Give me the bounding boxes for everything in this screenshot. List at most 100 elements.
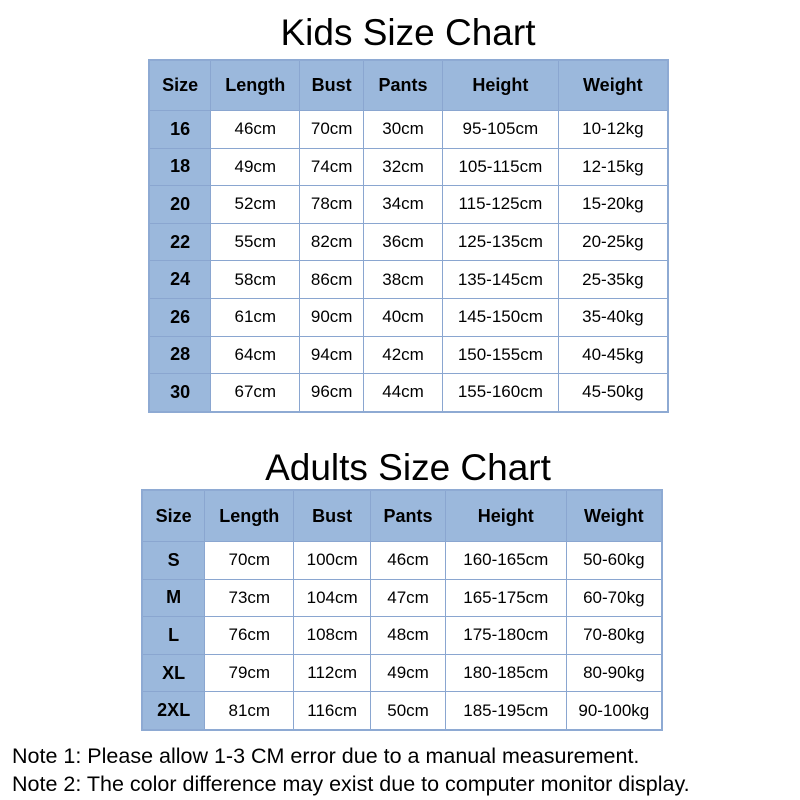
size-cell: XL — [141, 653, 206, 693]
table-cell: 80-90kg — [565, 653, 663, 693]
column-header: Height — [444, 489, 567, 542]
table-cell: 35-40kg — [557, 297, 669, 337]
table-cell: 50-60kg — [565, 541, 663, 580]
table-cell: 112cm — [293, 653, 372, 693]
table-cell: 55cm — [210, 222, 301, 262]
table-row: 2XL 81cm 116cm 50cm 185-195cm 90-100kg — [141, 691, 663, 731]
column-header: Size — [148, 59, 212, 111]
table-cell: 82cm — [299, 222, 365, 262]
table-cell: 150-155cm — [441, 335, 559, 375]
table-header-row: Size Length Bust Pants Height Weight — [148, 59, 669, 111]
table-row: 22 55cm 82cm 36cm 125-135cm 20-25kg — [148, 222, 669, 262]
size-cell: 20 — [148, 185, 212, 224]
table-cell: 12-15kg — [557, 147, 669, 187]
table-cell: 47cm — [370, 578, 446, 618]
size-cell: M — [141, 578, 206, 618]
table-cell: 73cm — [204, 578, 295, 618]
table-cell: 81cm — [204, 691, 295, 731]
column-header: Pants — [363, 59, 443, 111]
table-cell: 105-115cm — [441, 147, 559, 187]
table-cell: 25-35kg — [557, 260, 669, 299]
table-cell: 86cm — [299, 260, 365, 299]
table-row: S 70cm 100cm 46cm 160-165cm 50-60kg — [141, 541, 663, 580]
size-cell: 18 — [148, 147, 212, 187]
table-row: 16 46cm 70cm 30cm 95-105cm 10-12kg — [148, 110, 669, 149]
table-cell: 116cm — [293, 691, 372, 731]
adults-size-table: Size Length Bust Pants Height Weight S 70cm 100c… — [141, 489, 663, 731]
table-cell: 40-45kg — [557, 335, 669, 375]
table-cell: 64cm — [210, 335, 301, 375]
table-cell: 45-50kg — [557, 373, 669, 413]
table-cell: 165-175cm — [444, 578, 567, 618]
column-header: Bust — [293, 489, 372, 542]
table-cell: 32cm — [363, 147, 443, 187]
size-cell: 24 — [148, 260, 212, 299]
table-cell: 180-185cm — [444, 653, 567, 693]
table-cell: 70cm — [204, 541, 295, 580]
table-cell: 100cm — [293, 541, 372, 580]
table-cell: 40cm — [363, 297, 443, 337]
table-cell: 34cm — [363, 185, 443, 224]
size-cell: 2XL — [141, 691, 206, 731]
table-cell: 145-150cm — [441, 297, 559, 337]
table-cell: 60-70kg — [565, 578, 663, 618]
table-cell: 160-165cm — [444, 541, 567, 580]
table-cell: 70-80kg — [565, 616, 663, 655]
table-cell: 38cm — [363, 260, 443, 299]
adults-title: Adults Size Chart — [265, 447, 551, 488]
column-header: Length — [204, 489, 295, 542]
size-cell: 30 — [148, 373, 212, 413]
table-cell: 79cm — [204, 653, 295, 693]
table-row: 24 58cm 86cm 38cm 135-145cm 25-35kg — [148, 260, 669, 299]
size-cell: 22 — [148, 222, 212, 262]
table-row: 26 61cm 90cm 40cm 145-150cm 35-40kg — [148, 297, 669, 337]
table-cell: 70cm — [299, 110, 365, 149]
table-row: M 73cm 104cm 47cm 165-175cm 60-70kg — [141, 578, 663, 618]
column-header: Bust — [299, 59, 365, 111]
table-cell: 175-180cm — [444, 616, 567, 655]
table-cell: 42cm — [363, 335, 443, 375]
size-cell: 28 — [148, 335, 212, 375]
size-cell: S — [141, 541, 206, 580]
table-cell: 78cm — [299, 185, 365, 224]
table-row: 20 52cm 78cm 34cm 115-125cm 15-20kg — [148, 185, 669, 224]
table-cell: 95-105cm — [441, 110, 559, 149]
column-header: Length — [210, 59, 301, 111]
note-2: Note 2: The color difference may exist d… — [12, 772, 690, 796]
table-cell: 108cm — [293, 616, 372, 655]
table-row: L 76cm 108cm 48cm 175-180cm 70-80kg — [141, 616, 663, 655]
table-row: 30 67cm 96cm 44cm 155-160cm 45-50kg — [148, 373, 669, 413]
column-header: Weight — [565, 489, 663, 542]
kids-size-table: Size Length Bust Pants Height Weight 16 46cm 70c… — [148, 59, 669, 413]
column-header: Pants — [370, 489, 446, 542]
table-header-row: Size Length Bust Pants Height Weight — [141, 489, 663, 542]
note-1: Note 1: Please allow 1-3 CM error due to… — [12, 744, 640, 768]
table-cell: 20-25kg — [557, 222, 669, 262]
table-cell: 44cm — [363, 373, 443, 413]
table-cell: 49cm — [210, 147, 301, 187]
column-header: Size — [141, 489, 206, 542]
table-cell: 76cm — [204, 616, 295, 655]
table-cell: 30cm — [363, 110, 443, 149]
table-cell: 48cm — [370, 616, 446, 655]
table-cell: 125-135cm — [441, 222, 559, 262]
table-cell: 46cm — [370, 541, 446, 580]
table-cell: 185-195cm — [444, 691, 567, 731]
table-cell: 104cm — [293, 578, 372, 618]
table-cell: 94cm — [299, 335, 365, 375]
table-row: 28 64cm 94cm 42cm 150-155cm 40-45kg — [148, 335, 669, 375]
table-cell: 50cm — [370, 691, 446, 731]
table-row: XL 79cm 112cm 49cm 180-185cm 80-90kg — [141, 653, 663, 693]
size-cell: 16 — [148, 110, 212, 149]
table-cell: 52cm — [210, 185, 301, 224]
table-cell: 67cm — [210, 373, 301, 413]
table-cell: 61cm — [210, 297, 301, 337]
column-header: Weight — [557, 59, 669, 111]
table-cell: 135-145cm — [441, 260, 559, 299]
table-cell: 49cm — [370, 653, 446, 693]
table-row: 18 49cm 74cm 32cm 105-115cm 12-15kg — [148, 147, 669, 187]
table-cell: 90-100kg — [565, 691, 663, 731]
table-cell: 90cm — [299, 297, 365, 337]
table-cell: 155-160cm — [441, 373, 559, 413]
table-cell: 96cm — [299, 373, 365, 413]
